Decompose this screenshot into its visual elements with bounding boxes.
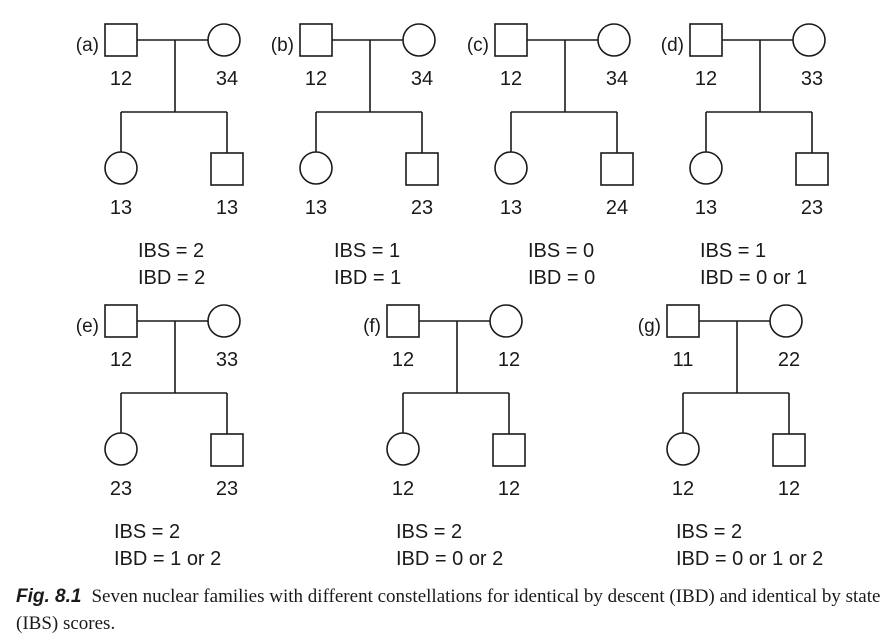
- mother-circle: [769, 304, 803, 338]
- mother-circle: [207, 23, 241, 57]
- son-genotype: 23: [411, 197, 433, 219]
- father-square: [494, 23, 528, 57]
- pedigree-label: (g): [638, 316, 661, 337]
- daughter-circle: [104, 432, 138, 466]
- son-square: [600, 152, 634, 186]
- pedigree-label: (e): [76, 316, 99, 337]
- daughter-genotype: 13: [305, 197, 327, 219]
- mother-genotype: 22: [778, 349, 800, 371]
- daughter-genotype: 13: [110, 197, 132, 219]
- ibs-score: IBS = 2: [396, 521, 462, 543]
- mother-genotype: 34: [411, 68, 433, 90]
- son-square: [405, 152, 439, 186]
- mother-genotype: 33: [801, 68, 823, 90]
- mother-genotype: 33: [216, 349, 238, 371]
- ibs-score: IBS = 1: [334, 240, 400, 262]
- pedigree-figure: (a) 12 34 13 13 IBS = 2 IBD = 2 (b) 12 34 13 23 IBS …: [76, 23, 829, 570]
- father-square: [386, 304, 420, 338]
- pedigree-label: (b): [271, 35, 294, 56]
- son-genotype: 12: [498, 478, 520, 500]
- ibd-score: IBD = 0 or 2: [396, 548, 503, 570]
- daughter-circle: [386, 432, 420, 466]
- mother-circle: [489, 304, 523, 338]
- son-genotype: 12: [778, 478, 800, 500]
- daughter-genotype: 12: [672, 478, 694, 500]
- father-genotype: 12: [110, 349, 132, 371]
- mother-circle: [792, 23, 826, 57]
- ibs-score: IBS = 2: [676, 521, 742, 543]
- pedigree-g: (g) 11 22 12 12 IBS = 2 IBD = 0 or 1 or 2: [638, 304, 823, 570]
- father-genotype: 12: [392, 349, 414, 371]
- son-square: [210, 433, 244, 467]
- mother-genotype: 34: [216, 68, 238, 90]
- ibs-score: IBS = 1: [700, 240, 766, 262]
- father-square: [299, 23, 333, 57]
- father-genotype: 12: [500, 68, 522, 90]
- son-genotype: 24: [606, 197, 628, 219]
- ibs-score: IBS = 2: [138, 240, 204, 262]
- ibd-score: IBD = 0 or 1: [700, 267, 807, 289]
- father-genotype: 11: [673, 349, 694, 371]
- son-square: [795, 152, 829, 186]
- mother-circle: [597, 23, 631, 57]
- daughter-circle: [299, 151, 333, 185]
- daughter-genotype: 23: [110, 478, 132, 500]
- caption-text: Seven nuclear families with different co…: [16, 586, 881, 634]
- father-square: [104, 23, 138, 57]
- daughter-genotype: 13: [500, 197, 522, 219]
- son-genotype: 23: [216, 478, 238, 500]
- pedigree-f: (f) 12 12 12 12 IBS = 2 IBD = 0 or 2: [363, 304, 526, 570]
- figure-caption: Fig. 8.1 Seven nuclear families with diff…: [16, 583, 886, 637]
- mother-circle: [207, 304, 241, 338]
- father-square: [666, 304, 700, 338]
- daughter-circle: [494, 151, 528, 185]
- pedigree-label: (a): [76, 35, 99, 56]
- pedigree-c: (c) 12 34 13 24 IBS = 0 IBD = 0: [467, 23, 634, 289]
- figure-label: Fig. 8.1: [16, 586, 82, 607]
- son-genotype: 23: [801, 197, 823, 219]
- pedigree-label: (c): [467, 35, 489, 56]
- son-square: [210, 152, 244, 186]
- son-square: [772, 433, 806, 467]
- ibd-score: IBD = 1 or 2: [114, 548, 221, 570]
- ibd-score: IBD = 0: [528, 267, 595, 289]
- daughter-circle: [689, 151, 723, 185]
- daughter-genotype: 12: [392, 478, 414, 500]
- daughter-circle: [104, 151, 138, 185]
- pedigree-label: (f): [363, 316, 381, 337]
- father-genotype: 12: [110, 68, 132, 90]
- ibd-score: IBD = 2: [138, 267, 205, 289]
- father-genotype: 12: [305, 68, 327, 90]
- pedigree-a: (a) 12 34 13 13 IBS = 2 IBD = 2: [76, 23, 244, 289]
- mother-circle: [402, 23, 436, 57]
- mother-genotype: 12: [498, 349, 520, 371]
- daughter-genotype: 13: [695, 197, 717, 219]
- mother-genotype: 34: [606, 68, 628, 90]
- ibd-score: IBD = 1: [334, 267, 401, 289]
- pedigree-b: (b) 12 34 13 23 IBS = 1 IBD = 1: [271, 23, 439, 289]
- father-square: [104, 304, 138, 338]
- father-genotype: 12: [695, 68, 717, 90]
- pedigree-d: (d) 12 33 13 23 IBS = 1 IBD = 0 or 1: [661, 23, 829, 289]
- pedigree-label: (d): [661, 35, 684, 56]
- daughter-circle: [666, 432, 700, 466]
- ibd-score: IBD = 0 or 1 or 2: [676, 548, 823, 570]
- ibs-score: IBS = 0: [528, 240, 594, 262]
- pedigree-e: (e) 12 33 23 23 IBS = 2 IBD = 1 or 2: [76, 304, 244, 570]
- son-genotype: 13: [216, 197, 238, 219]
- father-square: [689, 23, 723, 57]
- ibs-score: IBS = 2: [114, 521, 180, 543]
- son-square: [492, 433, 526, 467]
